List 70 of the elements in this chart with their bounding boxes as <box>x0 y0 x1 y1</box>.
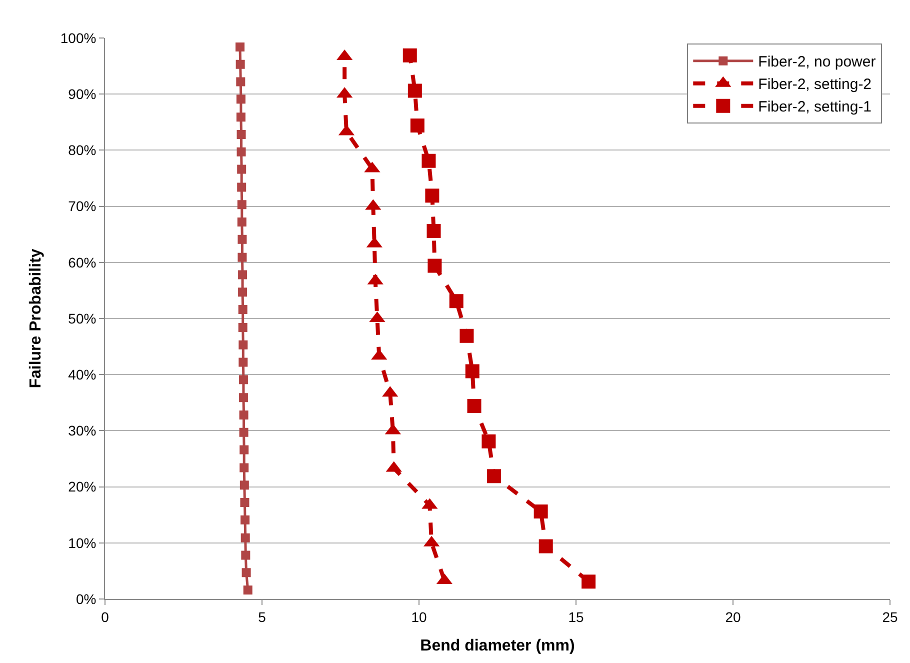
point <box>465 364 480 378</box>
point <box>236 112 246 122</box>
point <box>236 42 245 52</box>
x-tick-label: 20 <box>725 608 741 625</box>
point <box>422 154 436 168</box>
point <box>582 574 596 589</box>
point <box>240 515 250 524</box>
y-tick-label: 70% <box>68 198 96 214</box>
point <box>241 550 250 560</box>
point <box>467 399 482 414</box>
y-tick-label: 40% <box>68 366 96 382</box>
point <box>449 294 464 308</box>
y-tick-label: 80% <box>68 142 96 158</box>
point <box>240 445 249 454</box>
x-tick-label: 5 <box>258 608 266 625</box>
point <box>236 77 246 86</box>
x-tick-label: 15 <box>568 608 584 625</box>
point <box>428 258 442 273</box>
x-tick-label: 25 <box>882 608 898 625</box>
x-tick-label: 10 <box>411 608 427 625</box>
point <box>240 533 250 542</box>
y-tick-label: 60% <box>68 254 96 270</box>
point <box>240 463 249 472</box>
legend-label: Fiber-2, setting-1 <box>758 98 872 116</box>
point <box>236 94 246 104</box>
y-axis-title: Failure Probability <box>27 248 44 388</box>
point <box>243 586 252 595</box>
point <box>425 188 440 203</box>
point <box>534 504 548 518</box>
point <box>239 428 248 437</box>
point <box>237 164 246 174</box>
point <box>236 147 246 156</box>
point <box>242 568 251 578</box>
x-axis-title: Bend diameter (mm) <box>420 638 575 654</box>
point <box>238 305 248 314</box>
point <box>238 375 248 384</box>
point <box>402 48 417 62</box>
point <box>238 252 247 262</box>
point <box>238 270 248 280</box>
y-tick-label: 0% <box>76 590 96 607</box>
y-tick-label: 50% <box>68 310 96 326</box>
y-tick-label: 20% <box>68 478 96 495</box>
point <box>238 340 248 350</box>
point <box>482 434 496 448</box>
point <box>240 498 250 508</box>
point <box>460 328 474 343</box>
point <box>238 358 248 367</box>
point <box>238 288 248 297</box>
y-tick-label: 100% <box>60 30 96 46</box>
y-tick-label: 10% <box>68 534 96 551</box>
point <box>410 118 424 133</box>
point <box>240 480 249 490</box>
point <box>487 469 502 484</box>
point <box>538 539 553 554</box>
point <box>237 182 246 192</box>
point <box>236 130 246 139</box>
y-tick-label: 90% <box>68 86 96 102</box>
x-tick-label: 0 <box>101 608 110 625</box>
point <box>408 84 422 98</box>
legend-label: Fiber-2, setting-2 <box>758 76 872 94</box>
point <box>239 410 248 420</box>
point <box>238 393 248 402</box>
point <box>237 218 246 227</box>
point <box>238 322 248 332</box>
legend-label: Fiber-2, no power <box>758 54 876 71</box>
point <box>238 234 247 244</box>
point <box>236 60 245 69</box>
point <box>426 224 441 238</box>
y-tick-label: 30% <box>68 422 96 439</box>
point <box>237 200 246 210</box>
